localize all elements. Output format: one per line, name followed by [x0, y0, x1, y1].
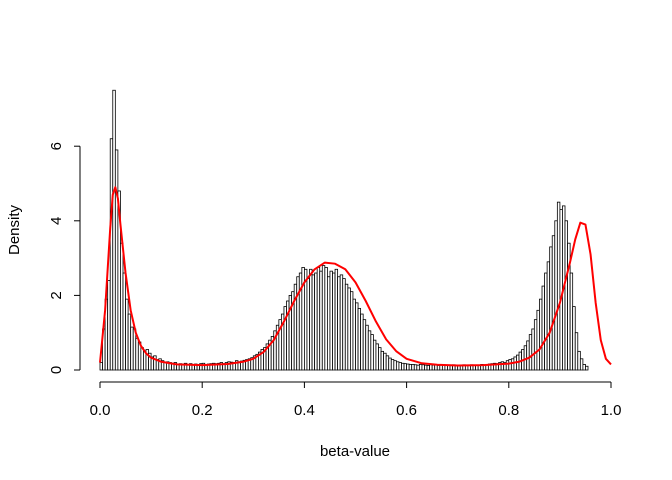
y-tick-label: 4 — [48, 217, 65, 225]
x-tick-label: 1.0 — [601, 402, 622, 419]
density-curve — [99, 186, 612, 367]
histogram-bars — [99, 89, 589, 371]
x-tick-label: 0.0 — [90, 402, 111, 419]
x-axis-ticks: 0.0 0.2 0.4 0.6 0.8 1.0 — [90, 382, 622, 419]
y-axis-ticks: 0 2 4 6 — [48, 142, 80, 374]
x-tick-label: 0.6 — [396, 402, 417, 419]
y-tick-label: 6 — [48, 142, 65, 150]
y-axis-label: Density — [6, 204, 23, 255]
x-tick-label: 0.4 — [294, 402, 315, 419]
x-tick-label: 0.8 — [498, 402, 519, 419]
histogram-bar — [585, 365, 589, 371]
y-tick-label: 0 — [48, 366, 65, 374]
x-tick-label: 0.2 — [192, 402, 213, 419]
y-tick-label: 2 — [48, 291, 65, 299]
x-axis-label: beta-value — [320, 443, 390, 460]
